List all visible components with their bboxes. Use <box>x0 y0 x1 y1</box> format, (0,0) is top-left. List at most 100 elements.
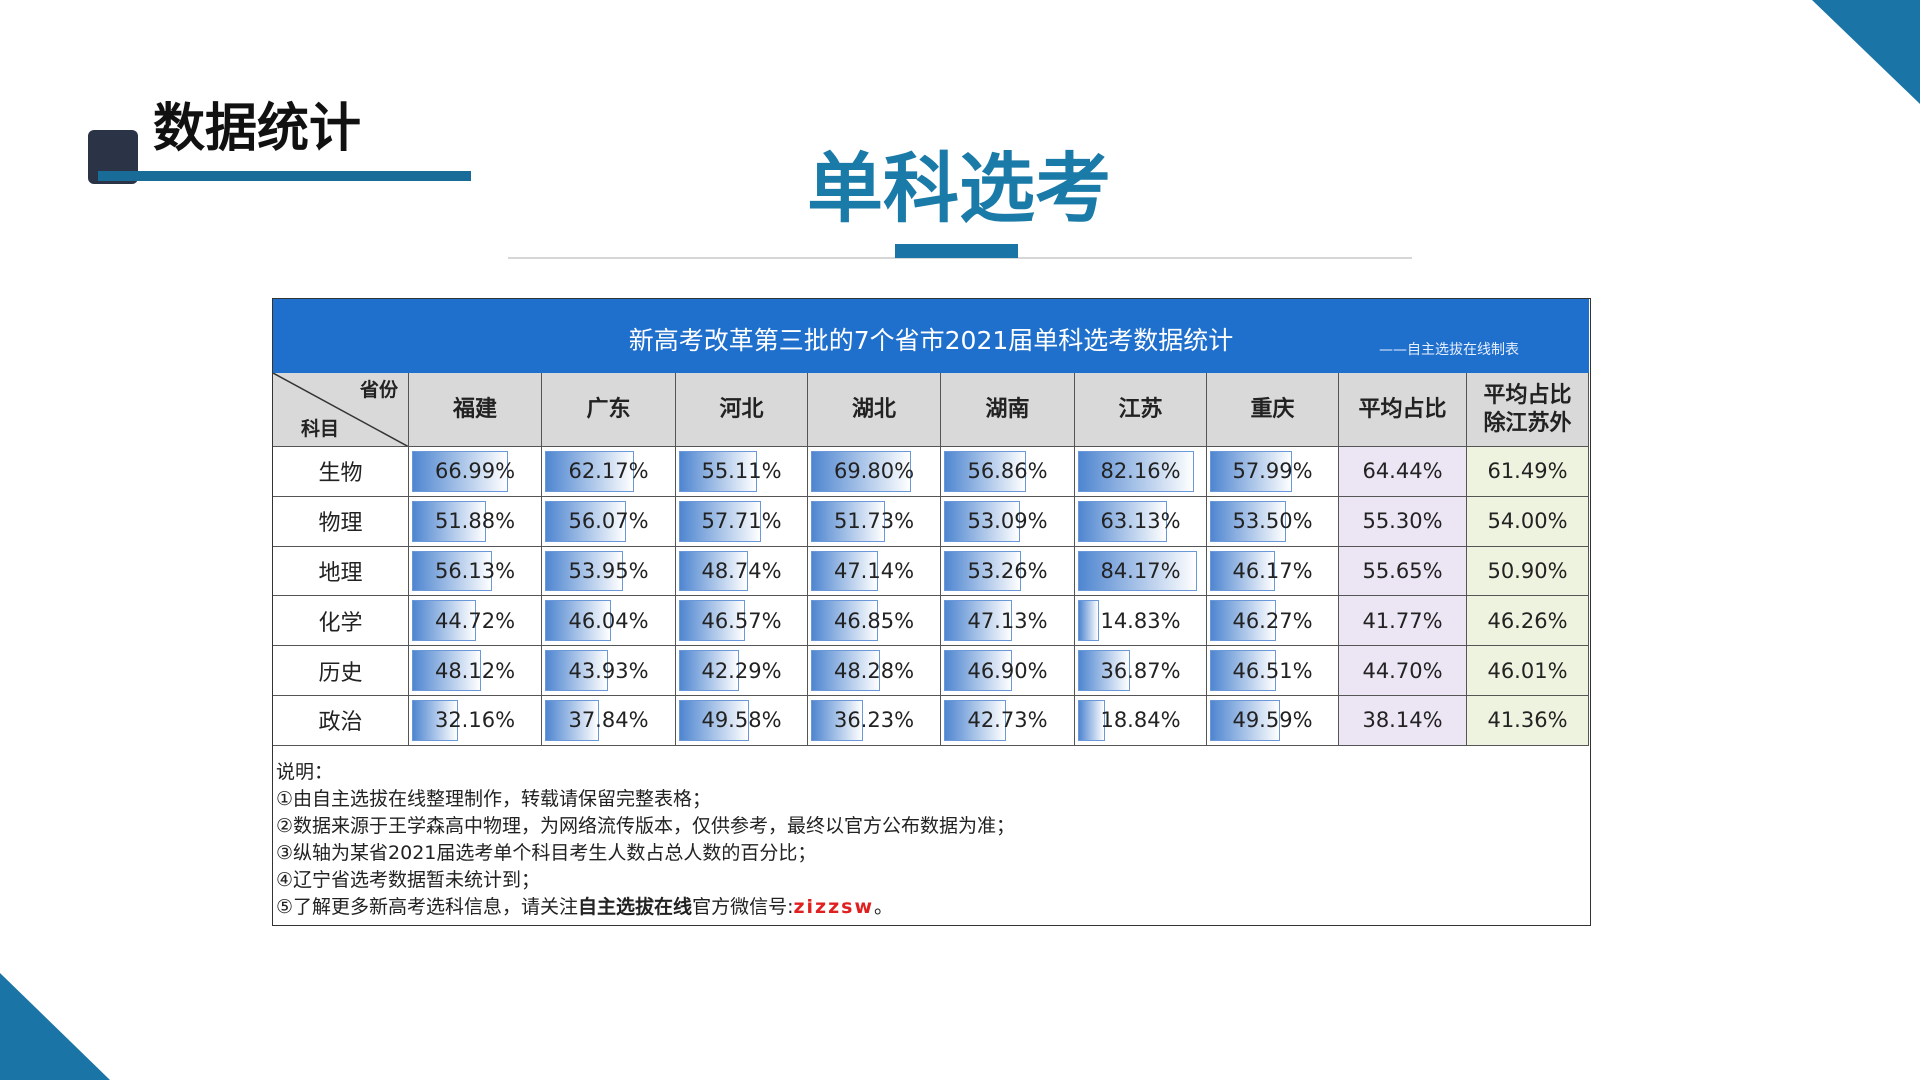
data-cell: 64.44% <box>1339 447 1467 497</box>
data-cell: 46.27% <box>1207 596 1339 647</box>
data-cell: 46.26% <box>1467 596 1589 647</box>
note-item: ①由自主选拔在线整理制作，转载请保留完整表格； <box>276 788 712 810</box>
data-bar <box>679 451 758 492</box>
cell-text: 48.28% <box>833 658 915 683</box>
data-bar <box>1078 500 1168 542</box>
notes-heading: 说明： <box>276 761 334 783</box>
note-item: ②数据来源于王学森高中物理，为网络流传版本，仅供参考，最终以官方公布数据为准； <box>276 815 1016 837</box>
data-cell: 54.00% <box>1467 496 1589 547</box>
divider-accent <box>895 244 1018 258</box>
data-cell: 62.17% <box>542 447 676 497</box>
cell-text: 62.17% <box>568 459 649 484</box>
data-bar <box>412 451 508 492</box>
data-cell: 46.01% <box>1467 646 1589 696</box>
cell-text: 46.57% <box>701 608 782 633</box>
data-bar <box>1210 600 1276 642</box>
cell-text: 42.73% <box>967 708 1048 733</box>
cell-text: 46.01% <box>1487 658 1568 683</box>
data-bar <box>679 600 745 642</box>
data-cell: 51.88% <box>409 496 542 547</box>
data-cell: 56.86% <box>941 447 1075 497</box>
cell-text: 50.90% <box>1487 558 1568 583</box>
data-cell: 43.93% <box>542 646 676 696</box>
note-item: ④辽宁省选考数据暂未统计到； <box>276 869 541 891</box>
data-bar <box>545 700 600 741</box>
note-text: 官方微信号: <box>692 896 794 918</box>
data-cell: 49.58% <box>676 696 808 746</box>
data-cell: 48.28% <box>808 646 941 696</box>
cell-text: 57.99% <box>1232 459 1313 484</box>
cell-text: 46.51% <box>1232 658 1313 683</box>
corner-cell: 省份 科目 <box>273 373 409 447</box>
column-header: 重庆 <box>1207 373 1339 447</box>
cell-text: 84.17% <box>1100 558 1181 583</box>
caption-band: 新高考改革第三批的7个省市2021届单科选考数据统计 ——自主选拔在线制表 <box>273 299 1589 374</box>
data-bar <box>811 700 863 741</box>
cell-text: 46.27% <box>1232 608 1313 633</box>
cell-text: 64.44% <box>1362 459 1443 484</box>
cell-text: 48.12% <box>434 658 516 683</box>
data-cell: 51.73% <box>808 496 941 547</box>
data-bar <box>545 650 609 691</box>
data-bar <box>1078 700 1105 741</box>
cell-text: 69.80% <box>833 459 915 484</box>
data-cell: 61.49% <box>1467 447 1589 497</box>
cell-text: 53.50% <box>1232 509 1313 534</box>
cell-text: 生物 <box>318 461 363 487</box>
data-cell: 53.50% <box>1207 496 1339 547</box>
cell-text: 51.88% <box>434 509 516 534</box>
column-header: 平均占比 <box>1339 373 1467 447</box>
data-cell: 46.17% <box>1207 546 1339 597</box>
note-item: ⑤了解更多新高考选科信息，请关注自主选拔在线官方微信号:zizzsw。 <box>276 892 893 919</box>
data-cell: 46.04% <box>542 596 676 647</box>
data-cell: 41.77% <box>1339 596 1467 647</box>
data-cell: 48.74% <box>676 546 808 597</box>
data-cell: 56.13% <box>409 546 542 597</box>
cell-text: 53.26% <box>967 558 1048 583</box>
data-cell: 53.26% <box>941 546 1075 597</box>
title-underline <box>98 171 471 181</box>
data-bar <box>1210 650 1276 691</box>
cell-text: 42.29% <box>701 658 782 683</box>
data-cell: 14.83% <box>1075 596 1207 647</box>
data-cell: 46.57% <box>676 596 808 647</box>
data-cell: 53.95% <box>542 546 676 597</box>
cell-text: 46.90% <box>967 658 1048 683</box>
cell-text: 14.83% <box>1100 608 1181 633</box>
column-header: 福建 <box>409 373 542 447</box>
data-cell: 47.14% <box>808 546 941 597</box>
cell-text: 49.59% <box>1232 708 1313 733</box>
data-bar <box>811 451 911 492</box>
cell-text: 46.17% <box>1232 558 1313 583</box>
cell-text: 82.16% <box>1100 459 1181 484</box>
section-title: 数据统计 <box>153 99 361 159</box>
data-cell: 49.59% <box>1207 696 1339 746</box>
column-header: 江苏 <box>1075 373 1207 447</box>
cell-text: 56.13% <box>434 558 516 583</box>
cell-text: 46.04% <box>568 608 649 633</box>
cell-text: 36.87% <box>1100 658 1181 683</box>
row-header: 化学 <box>273 596 409 647</box>
data-cell: 56.07% <box>542 496 676 547</box>
data-cell: 46.90% <box>941 646 1075 696</box>
data-bar <box>412 500 487 542</box>
cell-text: 18.84% <box>1100 708 1181 733</box>
row-header: 地理 <box>273 546 409 597</box>
corner-diagonal <box>273 373 408 446</box>
data-bar <box>944 650 1012 691</box>
data-cell: 44.70% <box>1339 646 1467 696</box>
cell-text: 化学 <box>318 610 363 636</box>
data-bar <box>412 600 476 642</box>
data-cell: 55.11% <box>676 447 808 497</box>
cell-text: 51.73% <box>833 509 915 534</box>
corner-bottom: 科目 <box>301 418 340 441</box>
data-cell: 47.13% <box>941 596 1075 647</box>
data-bar <box>1210 550 1276 592</box>
data-cell: 37.84% <box>542 696 676 746</box>
data-bar <box>944 550 1021 592</box>
cell-text: 66.99% <box>434 459 516 484</box>
note-item: ③纵轴为某省2021届选考单个科目考生人数占总人数的百分比； <box>276 842 817 864</box>
cell-text: 55.11% <box>701 459 782 484</box>
data-bar <box>1078 550 1198 592</box>
data-cell: 41.36% <box>1467 696 1589 746</box>
